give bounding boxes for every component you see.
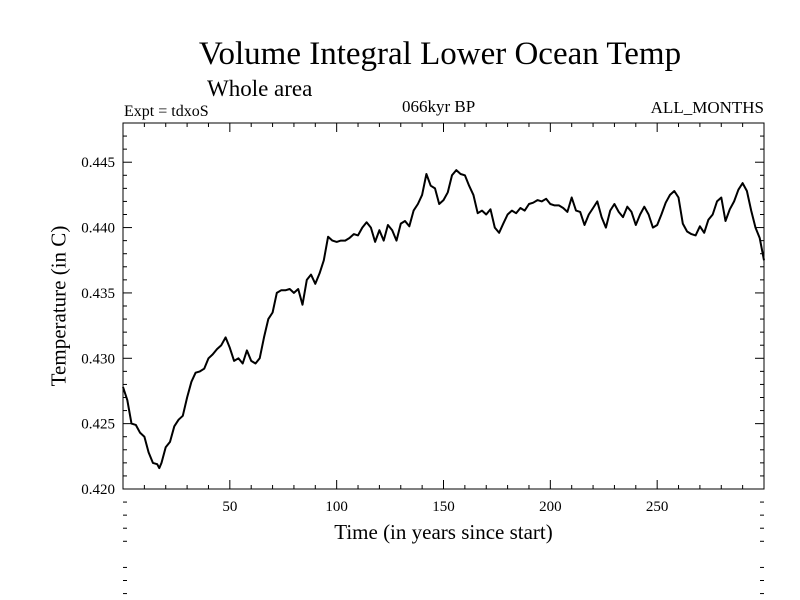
y-tick-label: 0.440 [81,221,115,237]
x-tick-label: 50 [222,499,237,515]
x-tick-label: 100 [325,499,348,515]
experiment-label: Expt = tdxoS [124,103,209,120]
chart-subtitle: Whole area [207,76,313,101]
plot-frame [122,122,765,490]
period-label: 066kyr BP [402,97,476,116]
x-tick-label: 150 [432,499,455,515]
y-tick-label: 0.435 [81,286,115,302]
x-tick-label: 200 [539,499,562,515]
temperature-series-line [122,169,765,470]
y-tick-label: 0.420 [81,482,115,498]
x-axis-label: Time (in years since start) [334,520,553,544]
chart-title: Volume Integral Lower Ocean Temp [198,36,682,72]
months-label: ALL_MONTHS [650,98,764,117]
y-tick-label: 0.445 [81,155,115,171]
y-tick-label: 0.425 [81,417,115,433]
x-tick-label: 250 [646,499,669,515]
y-tick-label: 0.430 [81,351,115,367]
